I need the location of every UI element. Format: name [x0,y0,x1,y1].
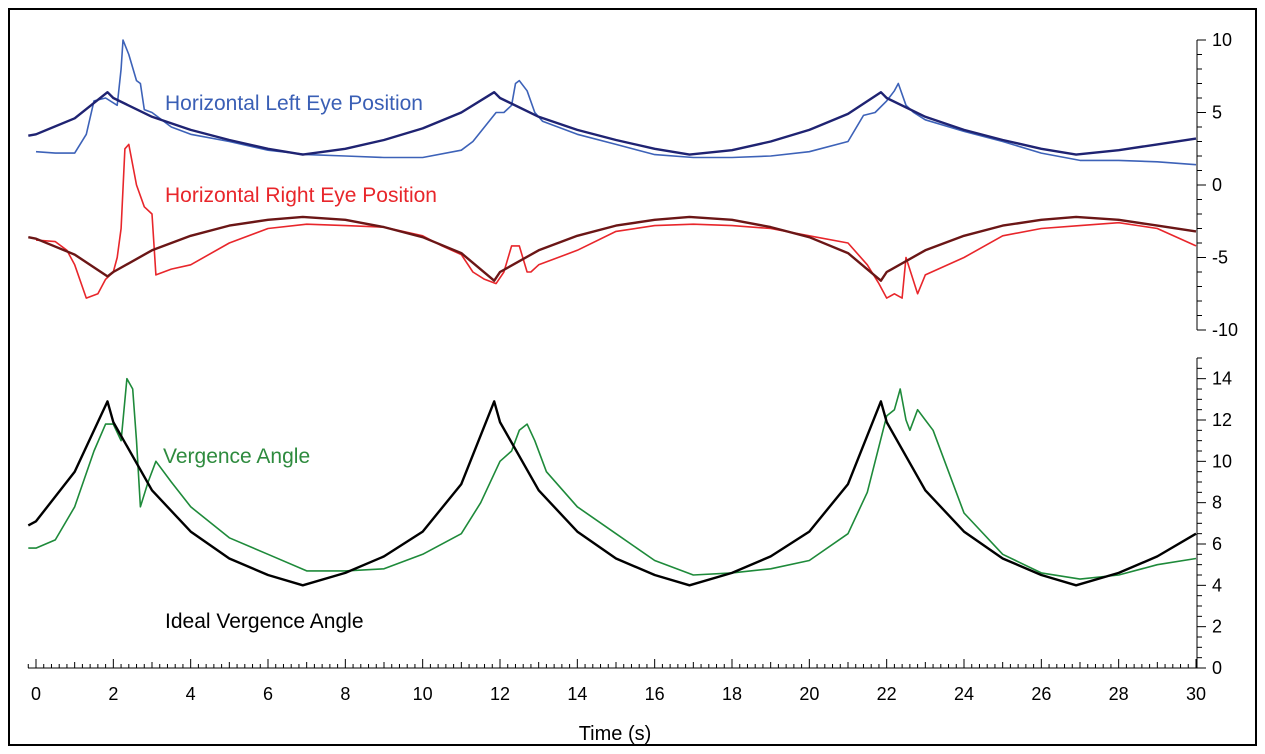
annotation-ideal-vergence-angle: Ideal Vergence Angle [165,610,364,633]
x-tick-label: 20 [799,684,819,704]
top-series-0 [35,39,1197,166]
x-axis-label: Time (s) [579,723,652,745]
top-y-tick-label: 10 [1212,30,1232,50]
bottom-y-tick-label: 14 [1212,369,1232,389]
x-tick-label: 18 [722,684,742,704]
annotation-right-eye: Horizontal Right Eye Position [165,184,437,207]
top-y-tick-label: 5 [1212,103,1222,123]
bottom-y-tick-label: 10 [1212,451,1232,471]
bottom-y-tick-label: 12 [1212,410,1232,430]
x-tick-label: 6 [263,684,273,704]
x-tick-label: 14 [567,684,587,704]
x-tick-label: 30 [1186,684,1206,704]
bottom-panel-lines [27,377,1197,587]
bottom-series-0 [28,377,1197,580]
top-series-2 [35,143,1197,299]
chart-frame [8,8,1257,746]
x-tick-label: 22 [877,684,897,704]
annotation-left-eye: Horizontal Left Eye Position [165,92,423,115]
bottom-series-1 [27,400,1197,587]
annotation-vergence-angle: Vergence Angle [163,445,310,468]
x-tick-label: 24 [954,684,974,704]
bottom-y-tick-label: 2 [1212,617,1222,637]
bottom-y-tick-label: 6 [1212,534,1222,554]
bottom-y-tick-label: 0 [1212,658,1222,678]
bottom-y-tick-label: 4 [1212,575,1222,595]
x-tick-label: 10 [413,684,433,704]
x-tick-label: 12 [490,684,510,704]
x-tick-label: 16 [645,684,665,704]
top-y-tick-label: 0 [1212,175,1222,195]
x-tick-label: 0 [31,684,41,704]
top-y-tick-label: -5 [1212,248,1228,268]
top-y-tick-label: -10 [1212,320,1238,340]
x-tick-label: 28 [1109,684,1129,704]
top-series-3 [28,215,1197,282]
bottom-y-tick-label: 8 [1212,493,1222,513]
top-series-1 [28,90,1197,156]
x-tick-label: 8 [340,684,350,704]
x-tick-label: 4 [186,684,196,704]
x-tick-label: 2 [108,684,118,704]
top-panel-lines [28,39,1197,299]
x-tick-label: 26 [1031,684,1051,704]
